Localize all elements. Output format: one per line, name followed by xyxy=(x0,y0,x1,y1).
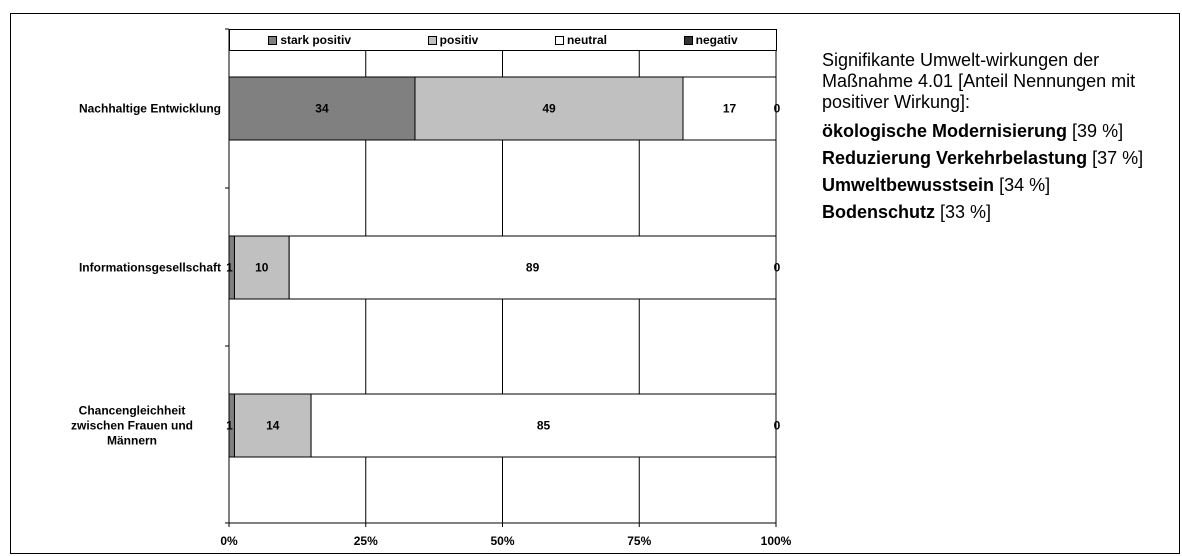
legend-swatch-negativ xyxy=(683,35,693,45)
bar-segment xyxy=(288,235,777,300)
legend-item-stark-positiv: stark positiv xyxy=(268,33,351,47)
legend-label-stark-positiv: stark positiv xyxy=(280,33,352,47)
bar-data-label: 17 xyxy=(723,102,737,116)
side-item-name: Reduzierung Verkehrbelastung xyxy=(822,148,1088,168)
bar-data-label: 0 xyxy=(774,102,781,116)
bar-segment xyxy=(233,393,312,458)
category-label: Informationsgesellschaft xyxy=(79,261,221,275)
bar-segment xyxy=(310,393,777,458)
legend-item-negativ: negativ xyxy=(683,33,738,47)
side-item-value: [39 %] xyxy=(1072,121,1124,141)
bar-data-label: 1 xyxy=(226,261,233,275)
legend-swatch-positiv xyxy=(427,35,437,45)
bar-data-label: 85 xyxy=(537,419,551,433)
bar-data-label: 14 xyxy=(266,419,280,433)
legend-item-positiv: positiv xyxy=(427,33,479,47)
side-item-umweltbewusstsein: Umweltbewusstsein [34 %] xyxy=(822,175,1172,196)
bar-data-label: 49 xyxy=(542,102,556,116)
x-tick-label: 100% xyxy=(761,534,792,548)
bar-data-label: 0 xyxy=(774,261,781,275)
category-label: Chancengleichheit xyxy=(79,404,186,418)
category-label: Männern xyxy=(107,434,157,448)
side-item-name: Bodenschutz xyxy=(822,202,936,222)
category-label: Nachhaltige Entwicklung xyxy=(79,102,221,116)
bar-data-label: 1 xyxy=(226,419,233,433)
side-item-name: Umweltbewusstsein xyxy=(822,175,995,195)
side-item-reduzierung-verkehrbelastung: Reduzierung Verkehrbelastung [37 %] xyxy=(822,148,1172,169)
figure-frame xyxy=(10,13,1180,554)
bar-data-label: 34 xyxy=(315,102,329,116)
x-tick-label: 75% xyxy=(627,534,651,548)
bar-segment xyxy=(233,235,290,300)
bar-segment xyxy=(414,76,684,141)
legend-item-neutral: neutral xyxy=(554,33,607,47)
bar-data-label: 0 xyxy=(774,419,781,433)
chart-legend: stark positiv positiv neutral negativ xyxy=(229,29,777,51)
side-item-oekologische-modernisierung: ökologische Modernisierung [39 %] xyxy=(822,121,1172,142)
side-intro-text: Signifikante Umwelt-wirkungen der Maßnah… xyxy=(822,50,1136,112)
bar-segment xyxy=(682,76,777,141)
category-label: zwischen Frauen und xyxy=(71,419,193,433)
legend-swatch-stark-positiv xyxy=(268,35,278,45)
x-tick-label: 0% xyxy=(220,534,238,548)
bar-data-label: 10 xyxy=(255,261,269,275)
legend-swatch-neutral xyxy=(554,35,564,45)
x-tick-label: 25% xyxy=(354,534,378,548)
x-tick-label: 50% xyxy=(490,534,514,548)
bar-data-label: 89 xyxy=(526,261,540,275)
side-item-value: [34 %] xyxy=(999,175,1051,195)
legend-label-neutral: neutral xyxy=(566,33,607,47)
side-annotation: Signifikante Umwelt-wirkungen der Maßnah… xyxy=(822,50,1172,229)
bar-segment xyxy=(228,76,416,141)
side-item-bodenschutz: Bodenschutz [33 %] xyxy=(822,202,1172,223)
side-item-value: [33 %] xyxy=(940,202,992,222)
side-item-name: ökologische Modernisierung xyxy=(822,121,1068,141)
legend-label-positiv: positiv xyxy=(439,33,479,47)
side-item-value: [37 %] xyxy=(1092,148,1144,168)
legend-label-negativ: negativ xyxy=(695,33,738,47)
